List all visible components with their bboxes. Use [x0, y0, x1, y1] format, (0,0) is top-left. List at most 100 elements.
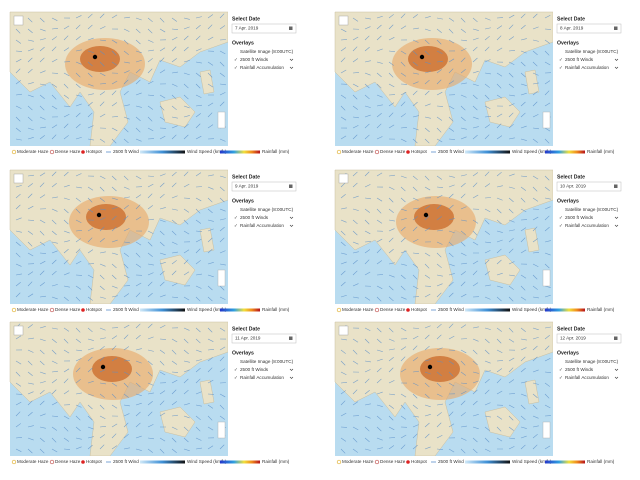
overlay-label[interactable]: 2500 ft Winds	[565, 215, 594, 220]
wind-arrow	[412, 216, 418, 221]
wind-arrow	[508, 50, 515, 52]
wind-arrow	[412, 335, 419, 340]
wind-arrow	[183, 389, 189, 395]
wind-arrow	[460, 116, 466, 122]
overlay-label[interactable]: Satellite Image (8:00UTC)	[240, 207, 294, 212]
wind-speed-scale	[140, 460, 185, 464]
date-input[interactable]	[556, 333, 622, 344]
wind-arrow	[147, 193, 153, 199]
zoom-control[interactable]	[542, 421, 551, 439]
fullscreen-button[interactable]	[338, 15, 349, 26]
wind-arrow	[424, 382, 430, 388]
wind-arrow	[460, 174, 467, 177]
wind-arrow	[27, 94, 34, 98]
wind-arrow	[15, 185, 22, 188]
wind-arrow	[460, 400, 466, 406]
wind-arrow	[436, 204, 442, 210]
wind-arrow	[135, 448, 142, 451]
zoom-control[interactable]	[217, 421, 226, 439]
overlay-label[interactable]: Rainfall Accumulation	[240, 375, 284, 380]
wind-arrow	[183, 134, 189, 140]
overlay-label[interactable]: 2500 ft Winds	[565, 367, 594, 372]
wind-arrow	[39, 360, 45, 366]
wind-arrow	[171, 379, 178, 384]
wind-arrow	[159, 360, 165, 366]
fullscreen-button[interactable]	[13, 325, 24, 336]
wind-arrow	[424, 274, 431, 279]
wind-arrow	[183, 208, 190, 213]
calendar-icon	[614, 26, 618, 30]
wind-arrow	[352, 401, 359, 406]
overlay-label[interactable]: 2500 ft Winds	[565, 57, 594, 62]
land-islands	[484, 379, 540, 438]
date-input[interactable]	[231, 23, 297, 34]
wind-arrow	[63, 208, 69, 214]
wind-arrow	[376, 238, 383, 243]
wind-arrow	[340, 69, 347, 74]
wind-arrow	[135, 422, 141, 428]
wind-arrow	[39, 116, 46, 120]
wind-arrow	[472, 194, 479, 199]
wind-arrow	[87, 125, 94, 129]
overlay-label[interactable]: 2500 ft Winds	[240, 215, 269, 220]
wind-arrow	[532, 13, 538, 19]
fullscreen-button[interactable]	[338, 325, 349, 336]
wind-arrow	[520, 285, 526, 291]
wind-arrow	[39, 371, 46, 375]
overlay-label[interactable]: Satellite Image (8:00UTC)	[565, 207, 619, 212]
wind-arrow	[39, 295, 46, 298]
wind-arrow	[352, 241, 359, 245]
zoom-control[interactable]	[542, 111, 551, 129]
wind-arrow	[520, 367, 526, 373]
fullscreen-button[interactable]	[338, 173, 349, 184]
wind-arrow	[544, 127, 551, 132]
wind-arrow	[15, 204, 21, 210]
wind-arrow	[424, 404, 431, 408]
fullscreen-button[interactable]	[13, 173, 24, 184]
overlay-label[interactable]: 2500 ft Winds	[240, 57, 269, 62]
wind-arrow	[51, 171, 57, 177]
wind-arrow	[171, 401, 177, 406]
wind-arrow	[544, 186, 550, 192]
wind-arrow	[99, 217, 106, 221]
overlay-label[interactable]: Satellite Image (8:00UTC)	[565, 49, 619, 54]
wind-arrow	[159, 105, 165, 111]
overlay-label[interactable]: Satellite Image (8:00UTC)	[240, 49, 294, 54]
wind-arrow	[472, 270, 478, 276]
wind-arrow	[15, 68, 21, 74]
fullscreen-button[interactable]	[13, 15, 24, 26]
date-input[interactable]	[556, 23, 622, 34]
overlay-check: ✓	[234, 367, 238, 372]
map-panel: Select Date 10 Apr. 2019 Overlays Satellite…	[334, 169, 625, 316]
wind-arrow	[376, 61, 383, 64]
overlay-label[interactable]: 2500 ft Winds	[240, 367, 269, 372]
date-input[interactable]	[231, 181, 297, 192]
wind-arrow	[484, 402, 491, 406]
wind-arrow	[448, 360, 455, 365]
overlay-label[interactable]: Rainfall Accumulation	[565, 223, 609, 228]
wind-arrow	[436, 263, 442, 269]
overlay-label[interactable]: Rainfall Accumulation	[565, 65, 609, 70]
wind-arrow	[15, 105, 22, 109]
wind-arrow	[412, 50, 418, 56]
overlay-label[interactable]: Satellite Image (8:00UTC)	[565, 359, 619, 364]
zoom-control[interactable]	[217, 111, 226, 129]
wind-arrow	[460, 219, 467, 222]
overlay-label[interactable]: Rainfall Accumulation	[240, 65, 284, 70]
date-input[interactable]	[231, 333, 297, 344]
date-input[interactable]	[556, 181, 622, 192]
wind-arrow	[364, 360, 371, 363]
overlay-label[interactable]: Rainfall Accumulation	[240, 223, 284, 228]
dense-haze	[414, 204, 454, 230]
wind-arrow	[340, 207, 347, 210]
wind-arrow	[75, 173, 82, 177]
wind-arrow	[448, 323, 454, 329]
zoom-control[interactable]	[542, 269, 551, 287]
wind-arrow	[484, 284, 491, 287]
wind-arrow	[207, 102, 214, 107]
wind-arrow	[87, 24, 93, 30]
overlay-label[interactable]: Satellite Image (8:00UTC)	[240, 359, 294, 364]
wind-arrow	[159, 182, 165, 188]
zoom-control[interactable]	[217, 269, 226, 287]
overlay-label[interactable]: Rainfall Accumulation	[565, 375, 609, 380]
